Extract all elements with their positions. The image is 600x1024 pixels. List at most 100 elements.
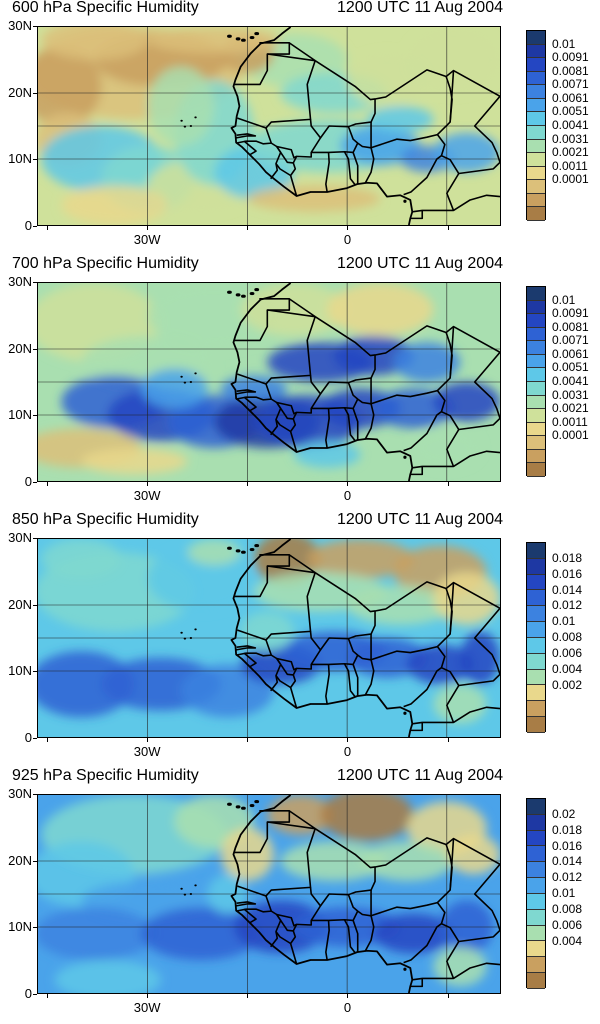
tick-mark: [247, 738, 249, 742]
humidity-contour: [340, 126, 421, 166]
country-border: [347, 126, 372, 149]
tick-mark: [33, 994, 37, 995]
humidity-contour: [347, 638, 427, 678]
tick-mark: [33, 794, 37, 795]
color-bar-label: 0.0031: [552, 387, 589, 402]
tick-mark: [33, 159, 37, 161]
country-border: [352, 664, 359, 697]
color-bar-label: 0.01: [552, 36, 576, 51]
tick-mark: [33, 738, 37, 739]
color-bar-swatch: [527, 71, 545, 86]
lat-tick-label: 20N: [8, 596, 32, 612]
color-bar-label: 0.0011: [552, 158, 588, 173]
tick-mark: [33, 860, 37, 862]
panel-title: 850 hPa Specific Humidity: [12, 511, 199, 528]
tick-mark: [47, 738, 48, 742]
color-bar-swatch: [527, 957, 545, 974]
color-bar: [526, 30, 546, 221]
lat-tick-label: 0: [24, 474, 32, 489]
color-bar-swatch: [527, 622, 545, 638]
color-bar-label: 0.0021: [552, 401, 589, 416]
country-border: [289, 905, 322, 965]
humidity-contour: [373, 913, 454, 954]
country-border: [453, 706, 500, 724]
country-border: [453, 194, 500, 212]
island: [249, 35, 255, 40]
humidity-contour: [147, 66, 215, 146]
color-bar-label: 0.018: [552, 550, 583, 565]
color-bar-label: 0.018: [552, 822, 583, 837]
humidity-contour: [54, 960, 161, 993]
country-border: [445, 76, 453, 123]
tick-mark: [33, 348, 37, 350]
humidity-contour: [307, 539, 414, 579]
island: [254, 32, 260, 36]
lat-tick-label: 30N: [8, 18, 32, 33]
country-border: [243, 396, 257, 412]
tick-mark: [33, 415, 37, 417]
country-border: [236, 133, 257, 139]
tick-mark: [33, 92, 37, 94]
color-bar-label: 0.0031: [552, 131, 589, 146]
country-border: [410, 210, 424, 220]
color-bar-label: 0.02: [552, 806, 576, 821]
color-bar-label: 0.0061: [552, 346, 589, 361]
humidity-contour: [393, 342, 461, 382]
color-bar-label: 0.01: [552, 886, 576, 900]
humidity-map: [37, 538, 501, 738]
humidity-contour: [187, 539, 241, 566]
tick-mark: [247, 994, 249, 998]
lat-tick-label: 10N: [8, 663, 32, 679]
color-bar-label: 0.0041: [552, 118, 589, 132]
color-bar-swatch: [527, 606, 545, 623]
color-bar-label: 0.0061: [552, 90, 589, 105]
humidity-contour: [433, 132, 500, 173]
color-bar-label: 0.012: [552, 870, 583, 885]
tick-mark: [33, 604, 37, 606]
country-border: [473, 351, 500, 419]
color-bar-label: 0.014: [552, 854, 583, 869]
country-border: [364, 634, 375, 696]
tick-mark: [147, 482, 149, 486]
lon-tick-label: 0: [343, 232, 352, 247]
tick-mark: [447, 738, 449, 742]
humidity-contour: [61, 185, 168, 225]
island: [180, 887, 183, 890]
humidity-contour: [446, 834, 500, 875]
island: [235, 805, 241, 809]
country-border: [445, 844, 453, 891]
humidity-contour: [38, 907, 155, 961]
country-border: [270, 910, 282, 948]
tick-mark: [347, 226, 349, 230]
island: [189, 893, 193, 895]
color-bar-swatch: [527, 941, 545, 958]
color-bar-label: 0.014: [552, 582, 583, 597]
map-panel: 700 hPa Specific Humidity 1200 UTC 11 Aug…: [0, 255, 600, 512]
color-bar-swatch: [527, 207, 545, 221]
color-bar-label: 0.0001: [552, 172, 589, 187]
color-bar-swatch: [527, 830, 545, 847]
island: [241, 806, 246, 810]
color-bar-label: 0.0091: [552, 50, 589, 65]
color-bar-label: 0.0071: [552, 333, 589, 348]
country-border: [267, 53, 316, 62]
island: [180, 119, 183, 122]
lat-tick-label: 0: [24, 218, 32, 233]
country-border: [270, 398, 282, 436]
country-border: [473, 95, 500, 163]
country-border: [275, 401, 297, 420]
country-border: [352, 152, 359, 185]
tick-mark: [33, 927, 37, 929]
island: [249, 803, 255, 808]
island: [227, 290, 232, 294]
lon-tick-label: 30W: [133, 1000, 161, 1015]
color-bar-label: 0.006: [552, 917, 583, 932]
island: [403, 455, 407, 459]
color-bar-swatch: [527, 973, 545, 989]
color-bar-swatch: [527, 180, 545, 194]
coastline: [230, 795, 414, 993]
color-bar-label: 0.0081: [552, 63, 589, 78]
color-bar-label: 0.006: [552, 645, 583, 660]
island: [403, 967, 407, 971]
color-bar-swatch: [527, 422, 545, 437]
